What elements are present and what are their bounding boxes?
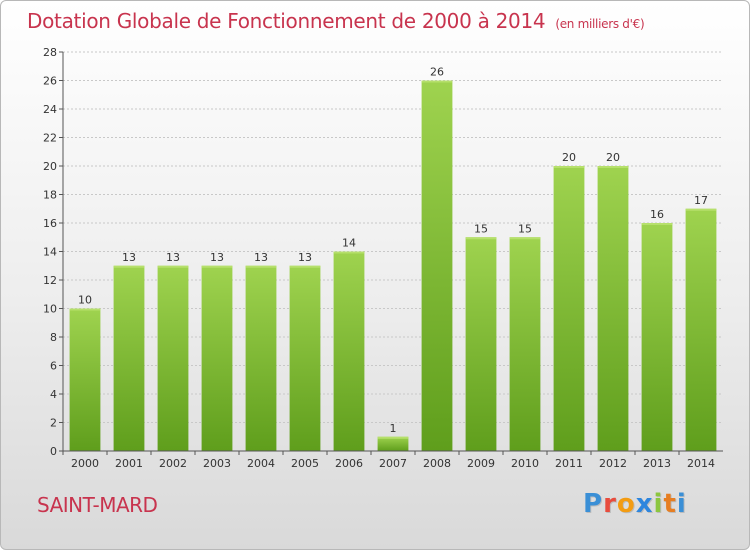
y-tick-label: 22 — [43, 132, 57, 145]
bar-value-label: 15 — [474, 222, 488, 235]
y-tick-label: 2 — [50, 417, 57, 430]
bar — [377, 436, 409, 451]
bar-value-label: 13 — [298, 251, 312, 264]
bar-value-label: 15 — [518, 222, 532, 235]
bar-value-label: 13 — [122, 251, 136, 264]
y-tick-label: 4 — [50, 388, 57, 401]
logo-letter: t — [663, 489, 677, 519]
y-tick-label: 12 — [43, 274, 57, 287]
x-tick-label: 2003 — [203, 457, 231, 470]
chart-subtitle: (en milliers d'€) — [555, 17, 645, 31]
y-tick-label: 6 — [50, 360, 57, 373]
bar-highlight — [69, 308, 101, 311]
y-tick-label: 24 — [43, 103, 57, 116]
bar-value-label: 26 — [430, 66, 444, 79]
bar-value-label: 10 — [78, 294, 92, 307]
bar — [333, 251, 365, 451]
y-tick-label: 18 — [43, 189, 57, 202]
proxiti-logo: Proxiti — [583, 489, 687, 519]
logo-letter: r — [603, 489, 617, 519]
y-tick-label: 28 — [43, 46, 57, 59]
y-tick-label: 14 — [43, 246, 57, 259]
place-name: SAINT-MARD — [37, 493, 158, 517]
bar — [509, 237, 541, 451]
bar — [245, 265, 277, 451]
bar-highlight — [333, 251, 365, 254]
bar-highlight — [245, 265, 277, 268]
x-tick-label: 2011 — [555, 457, 583, 470]
x-tick-label: 2013 — [643, 457, 671, 470]
bar-highlight — [377, 436, 409, 439]
bar-value-label: 13 — [254, 251, 268, 264]
x-tick-label: 2009 — [467, 457, 495, 470]
chart-title: Dotation Globale de Fonctionnement de 20… — [27, 9, 645, 33]
x-tick-label: 2004 — [247, 457, 275, 470]
bar — [157, 265, 189, 451]
bar — [201, 265, 233, 451]
x-tick-label: 2002 — [159, 457, 187, 470]
bar — [69, 308, 101, 451]
bar-value-label: 17 — [694, 194, 708, 207]
bar-highlight — [509, 237, 541, 240]
y-tick-label: 8 — [50, 331, 57, 344]
bar-highlight — [465, 237, 497, 240]
y-tick-label: 16 — [43, 217, 57, 230]
x-tick-label: 2010 — [511, 457, 539, 470]
x-tick-label: 2012 — [599, 457, 627, 470]
bar-highlight — [685, 208, 717, 211]
y-tick-label: 10 — [43, 303, 57, 316]
y-tick-label: 26 — [43, 75, 57, 88]
logo-letter: x — [635, 489, 654, 519]
bar-highlight — [289, 265, 321, 268]
x-tick-label: 2007 — [379, 457, 407, 470]
x-tick-label: 2005 — [291, 457, 319, 470]
logo-letter: o — [616, 489, 636, 519]
logo-letter: i — [676, 489, 687, 519]
bar-highlight — [113, 265, 145, 268]
logo-letter: i — [653, 489, 664, 519]
bar-value-label: 14 — [342, 237, 356, 250]
bar — [641, 223, 673, 451]
bar-value-label: 1 — [390, 422, 397, 435]
bar — [113, 265, 145, 451]
x-tick-label: 2014 — [687, 457, 715, 470]
bar — [421, 80, 453, 451]
bar-highlight — [421, 80, 453, 83]
bar — [597, 166, 629, 451]
x-tick-label: 2006 — [335, 457, 363, 470]
bar-highlight — [157, 265, 189, 268]
bar-value-label: 13 — [210, 251, 224, 264]
bar-value-label: 16 — [650, 208, 664, 221]
x-tick-label: 2001 — [115, 457, 143, 470]
y-tick-label: 0 — [50, 445, 57, 458]
bar-highlight — [597, 166, 629, 168]
bar-highlight — [553, 166, 585, 168]
bar-value-label: 20 — [562, 151, 576, 164]
bar — [465, 237, 497, 451]
bar — [685, 208, 717, 451]
logo-letter: P — [583, 489, 604, 519]
x-tick-label: 2000 — [71, 457, 99, 470]
chart-title-text: Dotation Globale de Fonctionnement de 20… — [27, 9, 546, 33]
bar-value-label: 20 — [606, 151, 620, 164]
y-tick-label: 20 — [43, 160, 57, 173]
bar — [553, 166, 585, 451]
x-tick-label: 2008 — [423, 457, 451, 470]
bars: 10 13 13 13 13 13 14 1 26 15 15 20 20 16 17 — [69, 66, 717, 451]
bar-highlight — [641, 223, 673, 225]
bar-value-label: 13 — [166, 251, 180, 264]
bar — [289, 265, 321, 451]
bar-highlight — [201, 265, 233, 268]
